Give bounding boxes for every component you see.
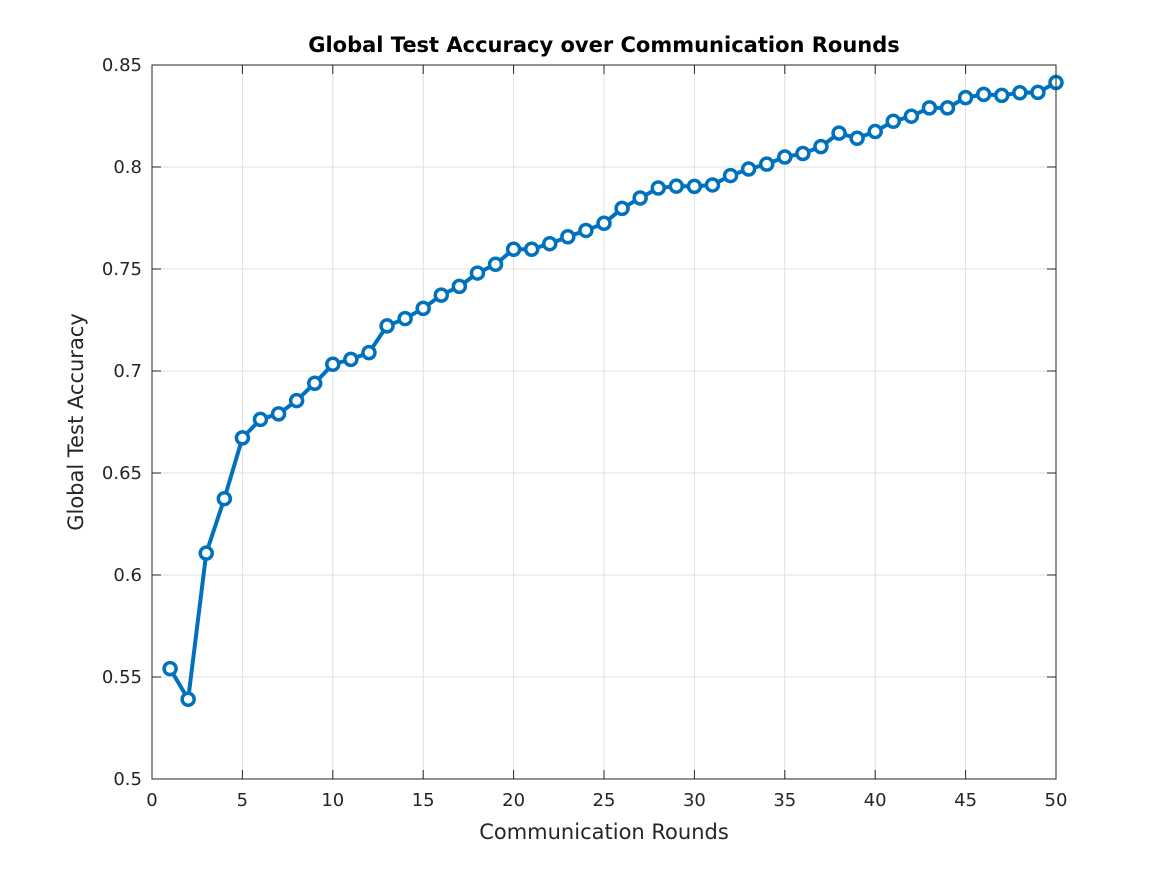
data-point [994,87,1010,104]
data-point [198,545,214,561]
data-point [740,161,757,177]
y-axis-label: Global Test Accuracy [64,313,88,531]
data-point [343,351,359,368]
data-point [867,123,883,140]
data-point [325,356,341,373]
data-point [957,89,974,106]
data-point [975,86,992,103]
y-tick-label: 0.5 [113,769,142,790]
data-point [270,406,287,422]
x-tick-label: 50 [1045,790,1068,811]
y-tick-label: 0.75 [102,259,142,280]
data-point [560,229,576,245]
data-point [632,190,648,206]
x-tick-label: 20 [502,790,525,811]
data-point [1030,84,1046,101]
x-tick-label: 0 [146,790,157,811]
x-tick-label: 5 [237,790,248,811]
data-point [849,130,865,146]
data-point [288,392,305,409]
x-tick-label: 40 [864,790,887,811]
y-tick-label: 0.6 [113,565,142,586]
x-tick-label: 25 [593,790,616,811]
x-tick-label: 30 [683,790,706,811]
data-point [614,200,630,217]
x-axis-label: Communication Rounds [479,820,729,844]
data-point [795,145,811,162]
data-point [686,178,703,195]
data-point [180,691,196,707]
data-point [234,430,251,446]
data-point [704,177,721,193]
data-point [650,180,666,196]
data-point [162,660,178,677]
data-point [505,241,522,257]
data-point [1012,84,1028,101]
y-tick-label: 0.7 [113,361,142,382]
data-point [216,490,233,507]
data-point [469,265,486,281]
data-point [397,310,413,327]
x-tick-label: 45 [954,790,977,811]
data-point [252,411,269,428]
markers-group [162,74,1064,707]
data-point [777,149,793,165]
data-point [921,100,938,116]
data-point [596,215,612,232]
data-point [542,235,558,252]
chart-title: Global Test Accuracy over Communication … [308,33,900,57]
data-point [361,344,377,361]
data-point [451,278,468,295]
data-point [379,318,395,334]
data-point [831,125,847,141]
x-tick-label: 15 [412,790,435,811]
data-point [939,100,956,116]
y-tick-label: 0.55 [102,667,142,688]
data-point [487,256,504,273]
data-point [578,222,594,239]
y-tick-label: 0.65 [102,463,142,484]
data-point [903,108,920,124]
data-point [523,241,540,257]
y-tick-label: 0.85 [102,55,142,76]
y-tick-label: 0.8 [113,157,142,178]
data-point [885,113,902,130]
x-tick-label: 10 [321,790,344,811]
tick-labels-group: 0 5 10 15 20 25 30 35 40 45 50 0.5 0.55 0.6 0.65 0.7 0.7… [102,55,1068,811]
data-point [668,178,685,194]
data-point [758,156,775,172]
x-tick-label: 35 [773,790,796,811]
data-point [306,375,323,391]
ticks-group [151,64,1057,780]
data-point [433,287,450,303]
data-point [722,167,739,184]
data-point [415,300,431,317]
data-point [813,138,829,155]
